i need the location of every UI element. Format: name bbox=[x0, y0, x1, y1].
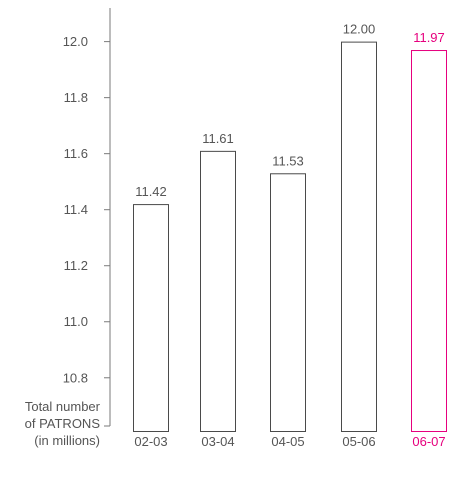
y-tick-label: 11.4 bbox=[64, 202, 88, 217]
x-label: 02-03 bbox=[134, 434, 167, 449]
x-axis-labels: 02-03 03-04 04-05 05-06 06-07 bbox=[134, 434, 445, 449]
y-tick-label: 10.8 bbox=[63, 370, 88, 385]
value-label: 11.97 bbox=[413, 30, 445, 45]
bar-06-07 bbox=[411, 50, 447, 432]
y-tick-label: 11.8 bbox=[64, 90, 88, 105]
value-label: 11.61 bbox=[202, 131, 234, 146]
y-tick-label: 12.0 bbox=[63, 34, 88, 49]
y-ticks: 10.8 11.0 11.2 11.4 11.6 11.8 12.0 bbox=[63, 34, 110, 385]
y-tick-label: 11.0 bbox=[64, 314, 88, 329]
x-label: 06-07 bbox=[412, 434, 445, 449]
bar-02-03 bbox=[133, 204, 169, 432]
x-label: 04-05 bbox=[271, 434, 304, 449]
bar-05-06 bbox=[341, 41, 377, 432]
value-labels: 11.42 11.61 11.53 12.00 11.97 bbox=[135, 22, 445, 199]
y-tick-label: 11.2 bbox=[64, 258, 88, 273]
y-axis-title: Total number of PATRONS (in millions) bbox=[25, 399, 101, 448]
y-tick-label: 11.6 bbox=[64, 146, 88, 161]
bar-04-05 bbox=[270, 173, 306, 433]
value-label: 12.00 bbox=[343, 22, 376, 37]
ylabel-line-1: Total number bbox=[25, 399, 101, 414]
value-label: 11.42 bbox=[135, 184, 167, 199]
x-label: 03-04 bbox=[201, 434, 234, 449]
bar-03-04 bbox=[200, 150, 236, 432]
value-label: 11.53 bbox=[272, 153, 304, 168]
x-label: 05-06 bbox=[342, 434, 375, 449]
ylabel-line-3: (in millions) bbox=[34, 433, 100, 448]
y-axis: 10.8 11.0 11.2 11.4 11.6 11.8 12.0 bbox=[63, 8, 111, 427]
bars bbox=[133, 41, 447, 433]
ylabel-line-2: of PATRONS bbox=[25, 416, 101, 431]
